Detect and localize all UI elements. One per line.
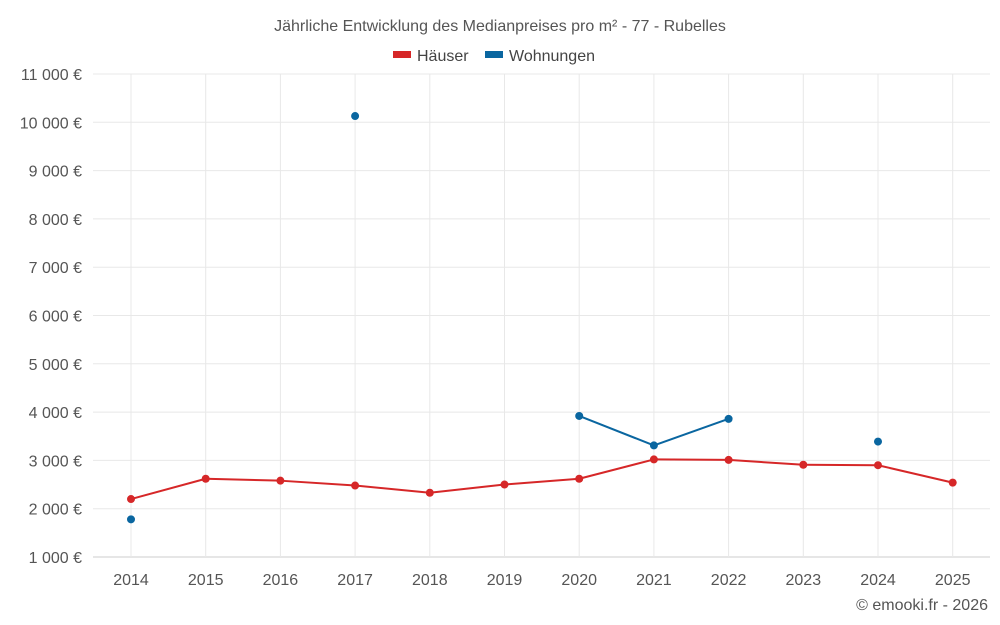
x-axis: 2014 2015 2016 2017 2018 2019 2020 2021 2022 2023…	[113, 572, 970, 589]
series-h-user-point[interactable]	[575, 474, 584, 483]
series-h-user-line-segment	[130, 477, 206, 501]
y-tick-label: 7 000 €	[29, 260, 82, 277]
y-tick-label: 10 000 €	[20, 115, 82, 132]
y-tick-label: 2 000 €	[29, 502, 82, 519]
y-tick-label: 1 000 €	[29, 550, 82, 567]
x-tick-label: 2018	[412, 572, 448, 589]
series-h-user-point[interactable]	[799, 460, 808, 469]
series-h-user-point[interactable]	[948, 478, 957, 487]
series-h-user-line-segment	[504, 477, 580, 486]
series-h-user-point[interactable]	[649, 455, 658, 464]
series-h-user-point[interactable]	[874, 461, 882, 470]
x-tick-label: 2024	[860, 572, 896, 589]
series-h-user-line-segment	[429, 483, 505, 494]
x-tick-label: 2019	[487, 572, 523, 589]
y-tick-label: 9 000 €	[29, 164, 82, 181]
y-axis: 1 000 € 2 000 € 3 000 € 4 000 € 5 000 € 6 000…	[20, 67, 82, 567]
series-h-user-point[interactable]	[201, 474, 210, 483]
series-h-user-line-segment	[205, 477, 281, 482]
series-wohnungen-point[interactable]	[724, 414, 733, 423]
legend-item-wohnungen[interactable]: Wohnungen	[485, 48, 595, 65]
x-tick-label: 2023	[786, 572, 822, 589]
x-tick-label: 2020	[561, 572, 597, 589]
x-tick-label: 2014	[113, 572, 149, 589]
grid	[93, 73, 990, 558]
legend-swatch	[485, 51, 503, 58]
x-tick-label: 2017	[337, 572, 373, 589]
series-h-user-line-segment	[728, 458, 804, 466]
y-tick-label: 6 000 €	[29, 309, 82, 326]
series-h-user-line-segment	[355, 484, 430, 494]
legend-label: Häuser	[417, 48, 469, 65]
series-layer	[127, 112, 957, 524]
series-wohnungen-point[interactable]	[575, 411, 584, 420]
x-tick-label: 2016	[263, 572, 299, 589]
y-tick-label: 3 000 €	[29, 453, 82, 470]
chart-title: Jährliche Entwicklung des Medianpreises …	[274, 18, 726, 35]
credit: © emooki.fr - 2026	[856, 597, 988, 614]
y-tick-label: 11 000 €	[21, 67, 82, 84]
series-h-user-point[interactable]	[500, 480, 509, 489]
legend: Häuser Wohnungen	[393, 48, 595, 65]
y-tick-label: 4 000 €	[29, 405, 82, 422]
series-h-user-point[interactable]	[724, 455, 733, 464]
x-tick-label: 2022	[711, 572, 747, 589]
series-h-user-point[interactable]	[425, 488, 434, 497]
series-wohnungen-line-segment	[653, 417, 729, 447]
legend-item-h-user[interactable]: Häuser	[393, 48, 469, 65]
series-wohnungen-point[interactable]	[874, 437, 882, 446]
x-tick-label: 2015	[188, 572, 224, 589]
x-tick-label: 2021	[636, 572, 672, 589]
series-h-user-line-segment	[877, 464, 953, 484]
x-tick-label: 2025	[935, 572, 971, 589]
series-h-user-line-segment	[578, 458, 655, 480]
series-h-user-point[interactable]	[127, 495, 135, 504]
series-h-user-point[interactable]	[351, 481, 360, 490]
series-wohnungen-point[interactable]	[127, 515, 135, 524]
series-h-user-line-segment	[280, 479, 356, 487]
legend-label: Wohnungen	[509, 48, 595, 65]
y-tick-label: 5 000 €	[29, 357, 82, 374]
legend-swatch	[393, 51, 411, 58]
y-tick-label: 8 000 €	[29, 212, 82, 229]
series-wohnungen-point[interactable]	[649, 441, 658, 450]
series-wohnungen-line-segment	[578, 415, 655, 447]
series-h-user-point[interactable]	[276, 476, 285, 485]
series-wohnungen-point[interactable]	[351, 112, 360, 121]
